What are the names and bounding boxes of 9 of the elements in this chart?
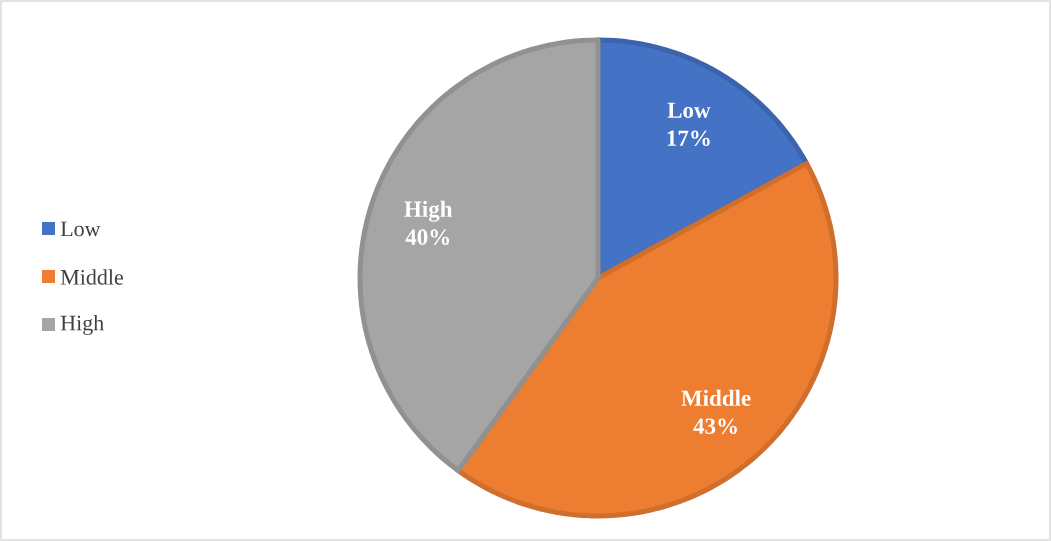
legend-label: High — [60, 315, 104, 336]
data-label: 43% — [693, 418, 737, 435]
data-label: 17% — [667, 130, 710, 147]
data-label: 40% — [405, 229, 450, 245]
slice-label: Low — [667, 102, 711, 118]
slice-label: High — [404, 200, 453, 222]
legend-label: Low — [60, 221, 101, 237]
slice-label: Middle — [681, 389, 751, 406]
legend-label: Middle — [60, 269, 123, 285]
